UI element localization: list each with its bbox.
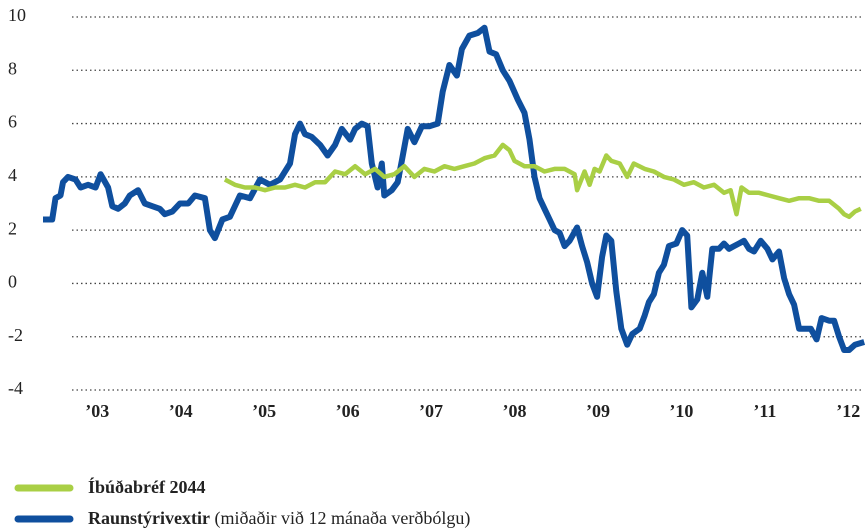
y-tick-label: 10: [8, 5, 26, 25]
x-tick-label: ’08: [503, 401, 527, 421]
series-line: [223, 142, 862, 220]
legend: Íbúðabréf 2044 Raunstýrivextir (miðaðir …: [14, 476, 470, 529]
x-tick-label: ’03: [85, 401, 109, 421]
x-tick-label: ’10: [669, 401, 693, 421]
y-tick-label: 4: [8, 165, 17, 185]
y-tick-label: 6: [8, 112, 17, 132]
y-tick-label: -4: [8, 378, 23, 398]
x-tick-label: ’12: [836, 401, 860, 421]
x-tick-label: ’09: [586, 401, 610, 421]
x-tick-label: ’07: [419, 401, 443, 421]
legend-name: Raunstýrivextir: [88, 508, 210, 528]
x-tick-label: ’04: [169, 401, 193, 421]
legend-label: Íbúðabréf 2044: [88, 476, 206, 497]
y-tick-label: 0: [8, 272, 17, 292]
x-tick-label: ’06: [336, 401, 360, 421]
legend-note: (miðaðir við 12 mánaða verðbólgu): [214, 508, 470, 529]
legend-label: Raunstýrivextir (miðaðir við 12 mánaða v…: [88, 508, 470, 529]
x-tick-label: ’11: [753, 401, 776, 421]
y-tick-label: -2: [8, 325, 23, 345]
y-tick-label: 2: [8, 218, 17, 238]
y-tick-label: 8: [8, 58, 17, 78]
x-tick-label: ’05: [252, 401, 276, 421]
series-line: [43, 24, 866, 353]
